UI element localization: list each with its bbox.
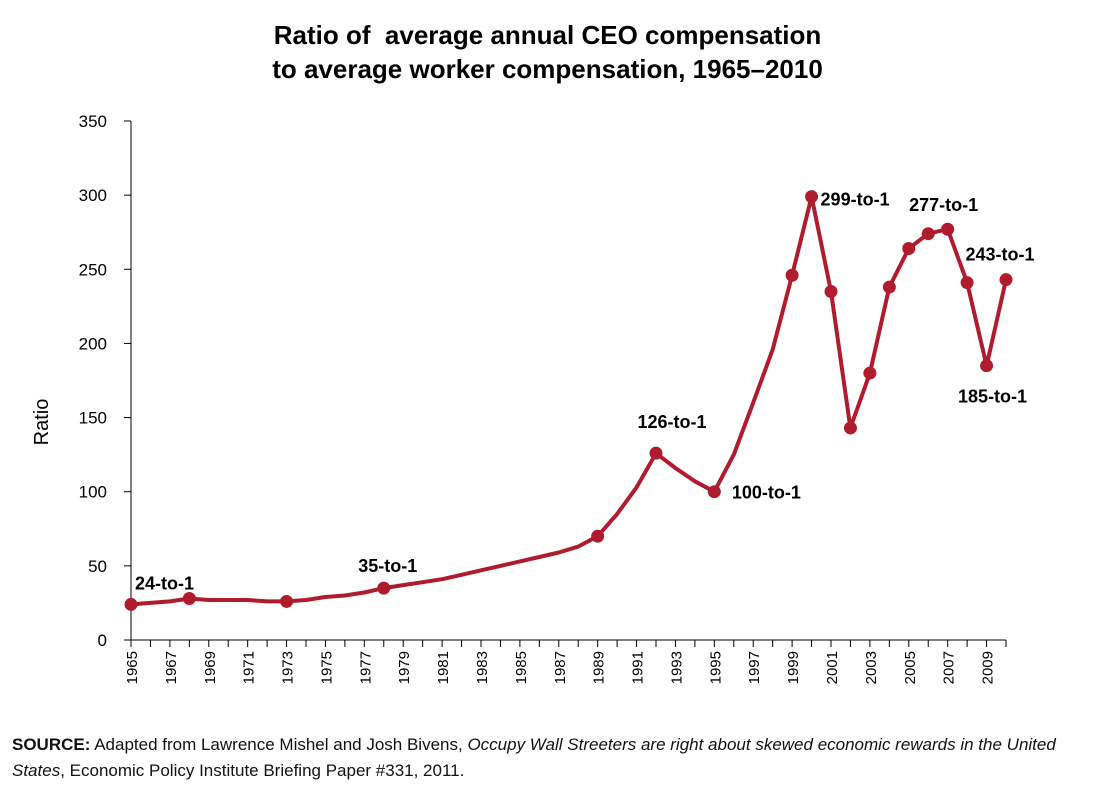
y-tick-label: 50: [88, 557, 107, 576]
data-point: [182, 591, 196, 605]
chart-title-line-2: to average worker compensation, 1965–201…: [272, 54, 823, 84]
x-tick-label: 1965: [124, 651, 141, 684]
data-point: [960, 276, 974, 290]
x-tick-label: 1973: [280, 651, 297, 684]
x-tick-label: 1971: [241, 651, 258, 684]
x-tick-label: 1999: [785, 651, 802, 684]
data-point: [707, 485, 721, 499]
x-tick-label: 1987: [552, 651, 569, 684]
x-tick-label: 1983: [474, 651, 491, 684]
x-tick-label: 1979: [396, 651, 413, 684]
data-point: [280, 594, 294, 608]
annotations-layer: 24-to-1 35-to-1 126-to-1 100-to-1 299-to-1 27…: [135, 190, 1035, 594]
x-tick-label: 1981: [435, 651, 452, 684]
data-label: 299-to-1: [821, 190, 890, 210]
chart-title-line-1: Ratio of average annual CEO compensation: [273, 20, 822, 50]
x-tick-label: 1989: [591, 651, 608, 684]
data-point: [649, 446, 663, 460]
markers-layer: [124, 190, 1013, 611]
source-text-1: Adapted from Lawrence Mishel and Josh Bi…: [90, 735, 468, 754]
data-point: [882, 280, 896, 294]
chart-title: Ratio of average annual CEO compensation…: [0, 18, 1095, 86]
x-tick-label: 2007: [941, 651, 958, 684]
x-tick-label: 1975: [318, 651, 335, 684]
x-tick-label: 2001: [824, 651, 841, 684]
data-label: 243-to-1: [965, 245, 1034, 265]
data-point: [785, 268, 799, 282]
y-tick-label: 300: [79, 186, 107, 205]
y-tick-label: 250: [79, 260, 107, 279]
data-label: 24-to-1: [135, 573, 194, 593]
y-tick-label: 100: [79, 483, 107, 502]
data-point: [921, 227, 935, 241]
data-label: 100-to-1: [732, 483, 801, 503]
x-tick-label: 2003: [863, 651, 880, 684]
data-point: [902, 242, 916, 256]
data-point: [824, 285, 838, 299]
x-tick-label: 1991: [630, 651, 647, 684]
data-point: [591, 529, 605, 543]
x-tick-label: 1967: [163, 651, 180, 684]
y-tick-label: 350: [79, 112, 107, 131]
y-tick-label: 0: [98, 631, 107, 650]
series-line-layer: [129, 194, 1008, 607]
x-tick-label: 1985: [513, 651, 530, 684]
y-axis-title: Ratio: [31, 399, 53, 446]
data-point: [863, 366, 877, 380]
data-point: [805, 190, 819, 204]
x-tick-label: 1969: [202, 651, 219, 684]
source-label: SOURCE:: [12, 735, 91, 754]
source-note: SOURCE: Adapted from Lawrence Mishel and…: [12, 732, 1087, 784]
data-point: [843, 421, 857, 435]
source-title: Occupy Wall Streeters are right about sk…: [12, 735, 1056, 780]
x-tick-label: 1977: [357, 651, 374, 684]
data-label: 277-to-1: [909, 195, 978, 215]
x-tick-label: 1997: [746, 651, 763, 684]
data-point: [377, 581, 391, 595]
data-point: [941, 222, 955, 236]
data-label: 35-to-1: [358, 556, 417, 576]
y-tick-label: 200: [79, 334, 107, 353]
axes: 0 50 100 150 200 250 300 350 1965 1967 1969 1971 197…: [79, 112, 1007, 684]
y-tick-label: 150: [79, 409, 107, 428]
x-tick-label: 1993: [668, 651, 685, 684]
source-text-2: , Economic Policy Institute Briefing Pap…: [60, 761, 465, 780]
data-point: [980, 359, 994, 373]
data-point: [124, 597, 138, 611]
series-line: [129, 194, 1008, 607]
data-point: [999, 273, 1013, 287]
x-tick-label: 2009: [980, 651, 997, 684]
data-label: 185-to-1: [958, 387, 1027, 407]
x-tick-label: 2005: [902, 651, 919, 684]
data-label: 126-to-1: [637, 412, 706, 432]
x-tick-label: 1995: [707, 651, 724, 684]
